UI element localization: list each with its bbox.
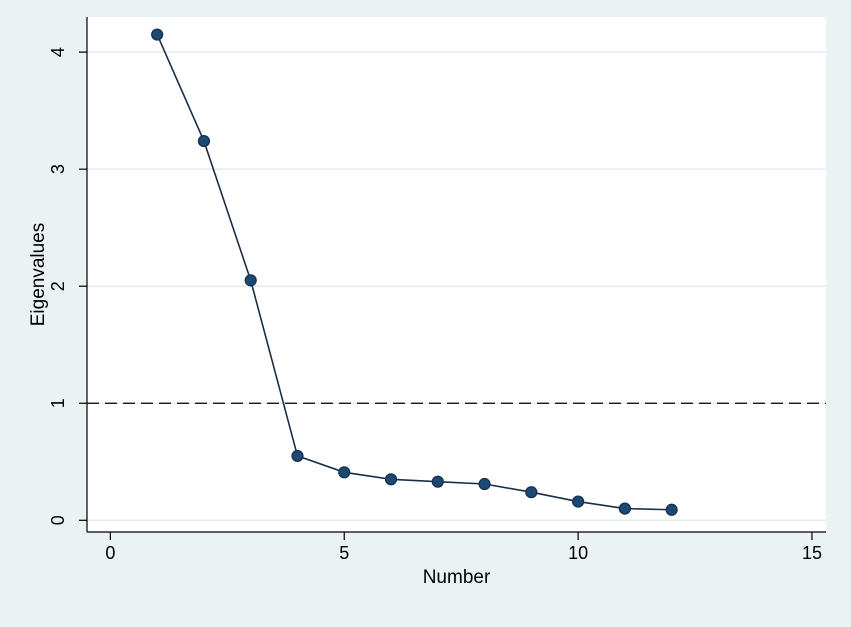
data-point: [478, 477, 491, 491]
data-point: [431, 475, 444, 488]
data-point: [384, 473, 398, 486]
axes-layer: 0 1 2 3 4 0 5 10 15: [48, 17, 826, 563]
data-point: [244, 274, 257, 287]
data-point: [291, 449, 304, 463]
y-tick-label: 2: [48, 281, 68, 291]
y-tick-label: 1: [48, 398, 68, 408]
series-layer: [151, 28, 678, 516]
data-point: [572, 495, 585, 508]
x-tick-label: 10: [568, 543, 588, 563]
y-tick-label: 0: [48, 515, 68, 525]
x-tick-label: 0: [105, 543, 115, 563]
y-axis-title: Eigenvalues: [28, 223, 49, 327]
series-line: [156, 34, 672, 511]
data-point: [665, 503, 678, 516]
x-tick-label: 5: [339, 543, 349, 563]
x-tick-label: 15: [802, 543, 822, 563]
data-point: [618, 502, 631, 515]
plot-area: [87, 17, 826, 532]
data-point: [197, 134, 211, 148]
y-tick-label: 3: [48, 164, 68, 174]
x-axis-title: Number: [423, 567, 491, 588]
data-point: [525, 486, 538, 499]
data-point: [338, 466, 351, 479]
y-tick-label: 4: [48, 47, 68, 57]
data-point: [151, 28, 164, 41]
